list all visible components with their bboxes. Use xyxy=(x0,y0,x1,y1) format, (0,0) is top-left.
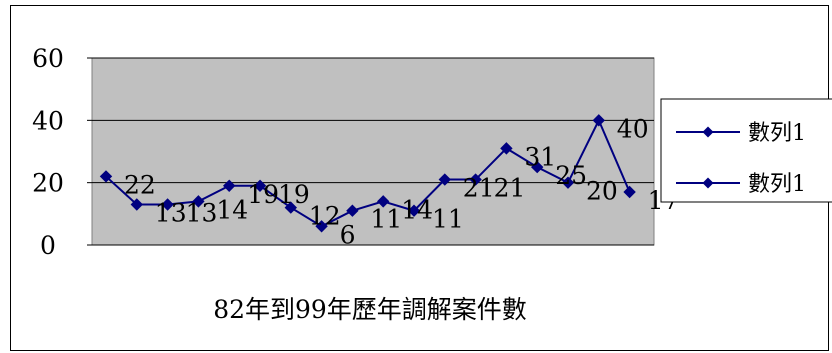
data-point xyxy=(592,114,606,127)
data-label: 12 xyxy=(309,202,341,231)
legend: 數列1 數列1 xyxy=(676,121,806,197)
data-point xyxy=(222,179,236,192)
data-point xyxy=(130,198,144,211)
data-label: 40 xyxy=(617,114,649,143)
data-point xyxy=(161,198,174,211)
data-point xyxy=(253,179,267,192)
legend-marker xyxy=(702,126,714,138)
data-label: 19 xyxy=(247,180,279,209)
gridlines xyxy=(87,57,654,246)
data-label: 22 xyxy=(124,170,156,199)
data-label: 11 xyxy=(432,205,464,234)
y-tick-label: 20 xyxy=(32,169,64,198)
data-label: 13 xyxy=(155,198,187,227)
data-markers xyxy=(99,114,636,233)
y-tick-label: 0 xyxy=(40,231,56,260)
data-label: 20 xyxy=(586,177,618,206)
data-label: 31 xyxy=(524,142,556,171)
data-point xyxy=(376,195,390,208)
data-label: 13 xyxy=(186,198,218,227)
data-label: 6 xyxy=(340,220,356,249)
legend-label: 數列1 xyxy=(748,172,806,197)
y-tick-label: 40 xyxy=(32,106,64,135)
data-point xyxy=(469,173,482,186)
data-label: 14 xyxy=(216,195,248,224)
data-point xyxy=(623,185,636,199)
data-point xyxy=(315,220,328,233)
y-tick-label: 60 xyxy=(32,44,64,73)
data-label: 19 xyxy=(278,180,310,209)
plot-area xyxy=(91,57,655,246)
data-point xyxy=(500,142,513,155)
data-point xyxy=(284,201,298,214)
y-axis-ticks: 0 20 40 60 xyxy=(32,44,64,260)
legend-box xyxy=(660,98,832,203)
data-label: 25 xyxy=(555,161,587,190)
data-label: 21 xyxy=(494,174,526,203)
legend-marker xyxy=(702,177,714,189)
data-labels: 22131314191912611141121213125204017 xyxy=(124,114,679,249)
data-point xyxy=(530,160,544,174)
data-point xyxy=(407,204,421,217)
data-label: 14 xyxy=(401,195,433,224)
data-point xyxy=(192,195,205,208)
data-label: 21 xyxy=(463,174,495,203)
data-label: 11 xyxy=(370,205,402,234)
chart-title: 82年到99年歷年調解案件數 xyxy=(213,295,527,324)
data-point xyxy=(99,170,113,183)
data-point xyxy=(561,176,575,189)
legend-label: 數列1 xyxy=(748,121,806,146)
data-point xyxy=(346,204,359,217)
data-point xyxy=(438,173,452,186)
